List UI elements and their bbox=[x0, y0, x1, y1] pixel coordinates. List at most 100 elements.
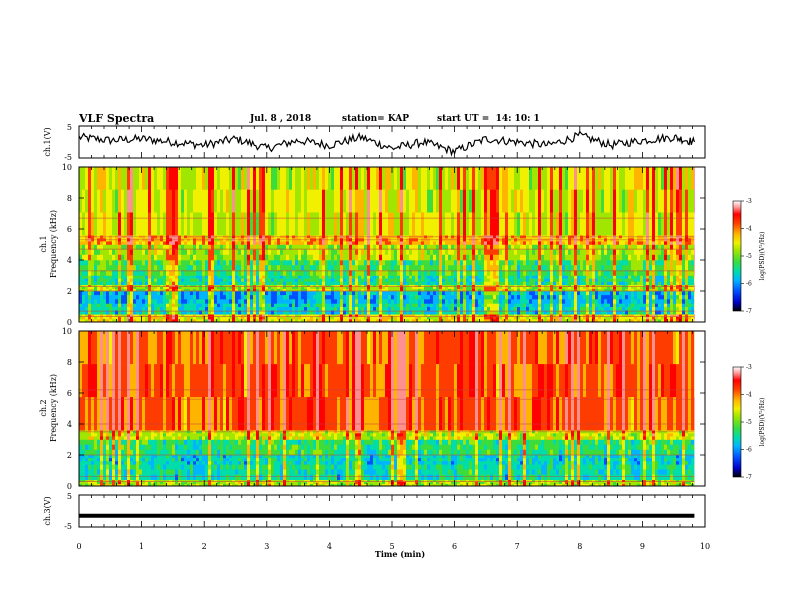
spectrogram-cell bbox=[88, 167, 92, 190]
spectrogram-cell bbox=[205, 241, 209, 245]
spectrogram-cell bbox=[271, 288, 275, 292]
spectrogram-cell bbox=[475, 249, 479, 256]
spectrogram-cell bbox=[532, 288, 536, 292]
spectrogram-cell bbox=[232, 319, 236, 323]
spectrogram-cell bbox=[193, 260, 197, 266]
spectrogram-cell bbox=[379, 241, 383, 245]
spectrogram-cell bbox=[376, 265, 380, 271]
spectrogram-cell bbox=[625, 286, 629, 290]
spectrogram-cell bbox=[631, 270, 635, 276]
spectrogram-cell bbox=[532, 284, 536, 288]
spectrogram-cell bbox=[298, 307, 302, 311]
spectrogram-cell bbox=[553, 281, 557, 286]
spectrogram-cell bbox=[202, 291, 206, 296]
spectrogram-cell bbox=[487, 241, 491, 245]
spectrogram-cell bbox=[517, 303, 521, 308]
spectrogram-cell bbox=[274, 314, 278, 318]
spectrogram-cell bbox=[229, 167, 233, 190]
spectrogram-cell bbox=[565, 288, 569, 292]
spectrogram-cell bbox=[79, 288, 83, 292]
spectrogram-cell bbox=[592, 244, 596, 250]
spectrogram-cell bbox=[580, 316, 584, 320]
spectrogram-cell bbox=[583, 307, 587, 311]
spectrogram-cell bbox=[163, 291, 167, 296]
spectrogram-cell bbox=[541, 260, 545, 266]
spectrogram-cell bbox=[577, 284, 581, 288]
spectrogram-cell bbox=[259, 316, 263, 320]
spectrogram-cell bbox=[337, 275, 341, 279]
spectrogram-cell bbox=[514, 278, 518, 282]
spectrogram-cell bbox=[118, 303, 122, 308]
spectrogram-cell bbox=[562, 244, 566, 250]
spectrogram-cell bbox=[232, 260, 236, 266]
spectrogram-cell bbox=[154, 281, 158, 286]
spectrogram-cell bbox=[190, 286, 194, 290]
spectrogram-cell bbox=[106, 319, 110, 323]
spectrogram-cell bbox=[133, 260, 137, 266]
spectrogram-cell bbox=[199, 260, 203, 266]
spectrogram-cell bbox=[364, 314, 368, 318]
spectrogram-cell bbox=[541, 303, 545, 308]
spectrogram-cell bbox=[214, 288, 218, 292]
spectrogram-cell bbox=[496, 212, 500, 236]
spectrogram-cell bbox=[421, 270, 425, 276]
spectrogram-cell bbox=[136, 310, 140, 315]
spectrogram-cell bbox=[358, 249, 362, 256]
spectrogram-cell bbox=[571, 295, 575, 300]
spectrogram-cell bbox=[421, 241, 425, 245]
spectrogram-cell bbox=[544, 316, 548, 320]
spectrogram-cell bbox=[256, 254, 260, 261]
spectrogram-cell bbox=[163, 244, 167, 250]
spectrogram-cell bbox=[196, 291, 200, 296]
spectrogram-cell bbox=[598, 189, 602, 213]
spectrogram-cell bbox=[523, 254, 527, 261]
spectrogram-cell bbox=[181, 212, 185, 236]
spectrogram-cell bbox=[109, 212, 113, 236]
spectrogram-cell bbox=[520, 270, 524, 276]
spectrogram-cell bbox=[541, 254, 545, 261]
spectrogram-cell bbox=[523, 270, 527, 276]
spectrogram-cell bbox=[613, 314, 617, 318]
spectrogram-cell bbox=[106, 275, 110, 279]
spectrogram-cell bbox=[550, 265, 554, 271]
spectrogram-cell bbox=[124, 316, 128, 320]
spectrogram-cell bbox=[277, 167, 281, 190]
spectrogram-cell bbox=[274, 244, 278, 250]
spectrogram-cell bbox=[619, 260, 623, 266]
spectrogram-cell bbox=[520, 307, 524, 311]
spectrogram-cell bbox=[535, 167, 539, 190]
spectrogram-cell bbox=[202, 167, 206, 190]
spectrogram-cell bbox=[610, 295, 614, 300]
spectrogram-cell bbox=[601, 249, 605, 256]
spectrogram-cell bbox=[352, 291, 356, 296]
spectrogram-cell bbox=[145, 319, 149, 323]
spectrogram-cell bbox=[163, 270, 167, 276]
spectrogram-cell bbox=[124, 212, 128, 236]
spectrogram-cell bbox=[529, 275, 533, 279]
spectrogram-cell bbox=[508, 189, 512, 213]
spectrogram-cell bbox=[223, 291, 227, 296]
spectrogram-cell bbox=[373, 286, 377, 290]
spectrogram-cell bbox=[442, 278, 446, 282]
spectrogram-cell bbox=[628, 275, 632, 279]
spectrogram-cell bbox=[391, 254, 395, 261]
spectrogram-cell bbox=[625, 316, 629, 320]
spectrogram-cell bbox=[496, 281, 500, 286]
spectrogram-cell bbox=[508, 212, 512, 236]
spectrogram-cell bbox=[265, 270, 269, 276]
spectrogram-cell bbox=[187, 299, 191, 304]
spectrogram-cell bbox=[592, 167, 596, 190]
spectrogram-cell bbox=[313, 284, 317, 288]
spectrogram-cell bbox=[241, 319, 245, 323]
spectrogram-cell bbox=[229, 303, 233, 308]
spectrogram-cell bbox=[175, 303, 179, 308]
spectrogram-cell bbox=[346, 260, 350, 266]
spectrogram-cell bbox=[235, 281, 239, 286]
spectrogram-cell bbox=[421, 314, 425, 318]
spectrogram-cell bbox=[562, 314, 566, 318]
spectrogram-cell bbox=[391, 167, 395, 190]
spectrogram-cell bbox=[217, 275, 221, 279]
spectrogram-cell bbox=[574, 212, 578, 236]
spectrogram-cell bbox=[100, 275, 104, 279]
spectrogram-cell bbox=[232, 167, 236, 190]
